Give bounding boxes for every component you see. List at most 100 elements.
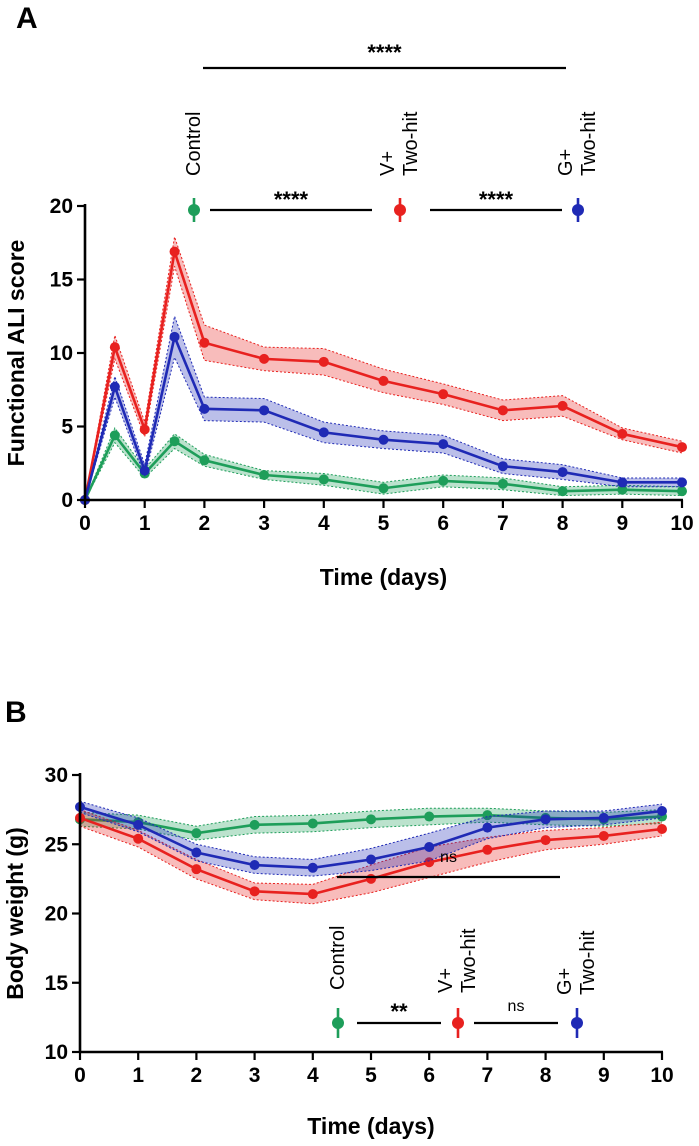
data-point xyxy=(199,337,210,348)
data-point xyxy=(249,860,260,871)
legend-label: V+ xyxy=(435,968,457,993)
legend-marker xyxy=(332,1017,344,1029)
legend-label: Two-hit xyxy=(400,111,422,176)
x-tick-label: 8 xyxy=(540,1064,552,1087)
data-point xyxy=(378,375,389,386)
x-tick-label: 3 xyxy=(249,1064,261,1087)
data-point xyxy=(438,475,449,486)
legend-item: V+ Two-hit xyxy=(377,111,422,222)
series-gplus xyxy=(75,800,667,877)
x-tick-label: 4 xyxy=(307,1064,319,1087)
y-tick-label: 15 xyxy=(45,972,69,995)
data-point xyxy=(307,889,318,900)
panel-b: B 0 1 2 3 4 5 6 7 8 9 10 10 15 20 25 30 Time (days) Body w… xyxy=(2,696,674,1139)
data-point xyxy=(657,806,667,817)
legend-label: Two-hit xyxy=(578,111,600,176)
data-point xyxy=(259,353,270,364)
data-point xyxy=(307,862,318,873)
error-band-upper xyxy=(79,807,663,827)
legend-label: Two-hit xyxy=(577,930,599,995)
y-tick-label: 10 xyxy=(45,1041,68,1064)
y-tick-label: 20 xyxy=(50,195,73,218)
data-point xyxy=(482,822,493,833)
legend-item: G+ Two-hit xyxy=(554,930,599,1038)
legend-item: V+ Two-hit xyxy=(435,928,480,1038)
data-point xyxy=(249,886,260,897)
data-point xyxy=(199,455,210,466)
data-point xyxy=(617,428,628,439)
x-tick-label: 2 xyxy=(199,512,211,535)
data-point xyxy=(249,819,260,830)
data-point xyxy=(133,819,144,830)
x-tick-label: 10 xyxy=(650,1064,673,1087)
data-point xyxy=(677,442,687,453)
legend-marker xyxy=(394,204,406,216)
y-tick-label: 10 xyxy=(50,342,73,365)
series-vplus xyxy=(75,809,667,905)
y-tick-label: 0 xyxy=(61,489,73,512)
data-point xyxy=(169,436,180,447)
data-point xyxy=(259,405,270,416)
x-tick-label: 0 xyxy=(79,512,91,535)
data-point xyxy=(109,381,120,392)
data-point xyxy=(617,477,628,488)
data-point xyxy=(109,430,120,441)
significance-label: **** xyxy=(367,40,402,65)
panel-a: A 0 1 2 3 4 5 6 7 8 9 10 0 5 10 15 20 Time (days) Function… xyxy=(3,2,694,590)
x-tick-label: 9 xyxy=(598,1064,610,1087)
data-point xyxy=(139,465,150,476)
error-band-upper xyxy=(79,800,663,860)
data-point xyxy=(497,461,508,472)
x-tick-label: 1 xyxy=(139,512,151,535)
significance-label: ** xyxy=(390,999,408,1024)
data-point xyxy=(598,830,609,841)
significance-label: ns xyxy=(508,998,525,1015)
data-point xyxy=(540,835,551,846)
x-axis-title: Time (days) xyxy=(307,1113,434,1139)
error-band-lower xyxy=(79,811,663,877)
legend-label: G+ xyxy=(554,968,576,995)
error-band-lower xyxy=(84,266,683,501)
x-tick-label: 7 xyxy=(482,1064,494,1087)
data-point xyxy=(199,403,210,414)
data-point xyxy=(540,814,551,825)
x-tick-label: 7 xyxy=(497,512,509,535)
legend-label: G+ xyxy=(555,149,577,176)
y-tick-label: 20 xyxy=(45,903,68,926)
error-band xyxy=(80,801,662,877)
x-tick-label: 8 xyxy=(557,512,569,535)
error-band-upper xyxy=(84,236,683,501)
data-point xyxy=(482,810,493,821)
data-point xyxy=(378,434,389,445)
data-point xyxy=(318,427,329,438)
legend-marker xyxy=(188,204,200,216)
y-axis-title: Body weight (g) xyxy=(2,827,28,999)
data-point xyxy=(438,439,449,450)
data-point xyxy=(366,854,376,865)
x-tick-label: 0 xyxy=(74,1064,86,1087)
x-tick-label: 6 xyxy=(423,1064,435,1087)
data-point xyxy=(557,467,568,478)
panel-label: A xyxy=(16,2,38,35)
data-point xyxy=(191,828,202,839)
legend-marker xyxy=(572,204,584,216)
legend-marker xyxy=(571,1017,583,1029)
series-vplus xyxy=(80,236,687,505)
data-point xyxy=(677,477,687,488)
legend-label: V+ xyxy=(377,151,399,176)
data-point xyxy=(133,833,144,844)
data-point xyxy=(366,873,376,884)
x-tick-label: 6 xyxy=(437,512,449,535)
data-point xyxy=(497,478,508,489)
data-point xyxy=(109,342,120,353)
legend-item: Control xyxy=(183,112,205,222)
data-point xyxy=(139,424,150,435)
legend-label: Control xyxy=(183,112,205,176)
significance-label: **** xyxy=(274,187,309,212)
y-tick-label: 5 xyxy=(61,416,73,439)
data-point xyxy=(497,405,508,416)
data-point xyxy=(378,483,389,494)
y-tick-label: 25 xyxy=(45,833,69,856)
error-band-lower xyxy=(79,821,663,841)
